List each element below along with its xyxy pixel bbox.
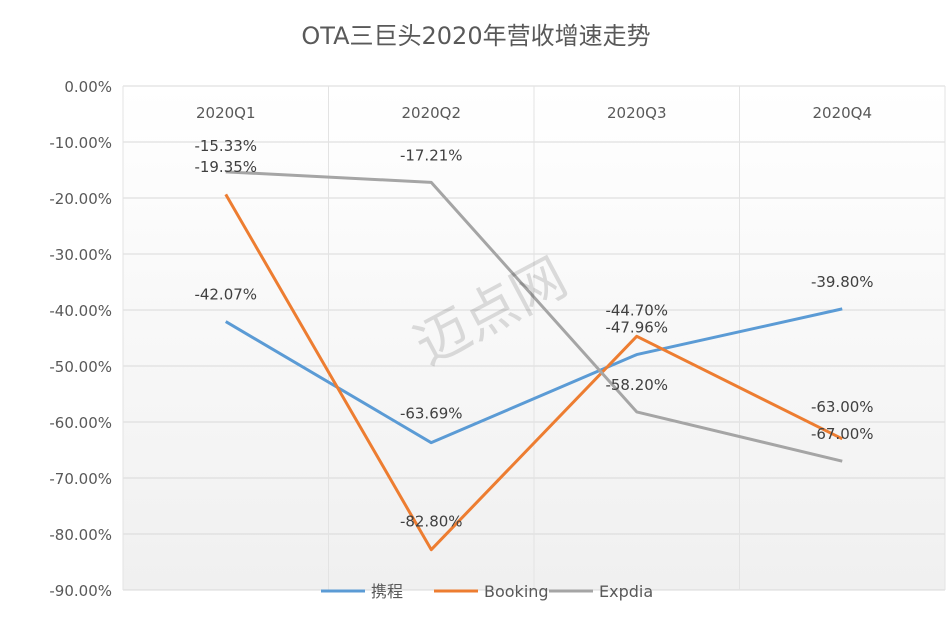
data-label: -67.00% <box>811 425 874 443</box>
legend-label: Expdia <box>599 582 653 601</box>
x-tick-label: 2020Q1 <box>196 104 256 122</box>
y-tick-label: -20.00% <box>49 190 112 208</box>
y-tick-label: 0.00% <box>64 78 112 96</box>
series-line-0 <box>224 307 843 445</box>
data-label: -44.70% <box>605 301 668 319</box>
x-tick-label: 2020Q3 <box>607 104 667 122</box>
y-tick-label: -30.00% <box>49 246 112 264</box>
data-label: -58.20% <box>605 376 668 394</box>
data-label: -15.33% <box>194 137 257 155</box>
data-label: -47.96% <box>605 319 668 337</box>
series-line-2 <box>225 170 843 463</box>
data-label: -19.35% <box>194 158 257 176</box>
data-label: -63.00% <box>811 398 874 416</box>
data-label: -39.80% <box>811 273 874 291</box>
chart-title: OTA三巨头2020年营收增速走势 <box>301 22 650 50</box>
legend-label: Booking <box>484 582 549 601</box>
x-tick-label: 2020Q2 <box>401 104 461 122</box>
data-label: -42.07% <box>194 286 257 304</box>
data-label: -63.69% <box>400 405 463 423</box>
x-tick-label: 2020Q4 <box>812 104 872 122</box>
y-tick-label: -90.00% <box>49 582 112 600</box>
y-tick-label: -10.00% <box>49 134 112 152</box>
y-tick-label: -50.00% <box>49 358 112 376</box>
y-tick-label: -40.00% <box>49 302 112 320</box>
series-line-1 <box>224 193 843 552</box>
y-tick-label: -60.00% <box>49 414 112 432</box>
data-label: -82.80% <box>400 513 463 531</box>
y-tick-label: -70.00% <box>49 470 112 488</box>
legend-label: 携程 <box>371 582 403 601</box>
y-tick-label: -80.00% <box>49 526 112 544</box>
data-label: -17.21% <box>400 146 463 164</box>
